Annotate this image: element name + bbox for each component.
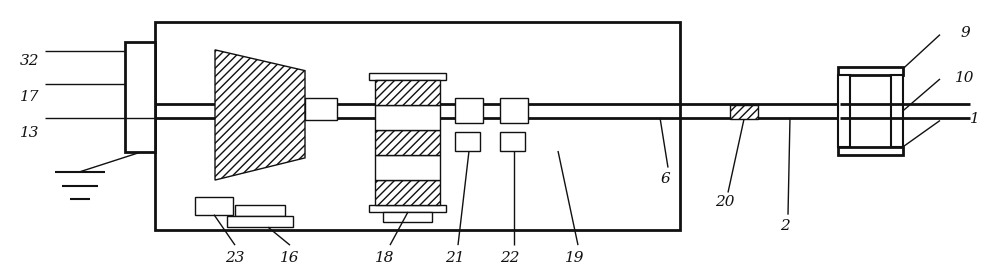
Bar [730,105,758,119]
Bar [838,147,903,155]
Bar [891,75,903,147]
Bar [227,216,293,227]
Text: 1: 1 [970,112,980,126]
Text: 10: 10 [955,71,975,84]
Bar [155,22,680,230]
Text: 2: 2 [780,219,790,233]
Text: 23: 23 [225,251,245,265]
Text: 20: 20 [715,195,735,209]
Polygon shape [215,50,305,180]
Bar [375,180,440,205]
Bar [375,155,440,180]
Bar [500,98,528,123]
Bar [125,42,155,152]
Bar [305,98,337,120]
Bar [455,132,480,151]
Bar [375,105,440,130]
Text: 13: 13 [20,126,40,140]
Bar [500,132,525,151]
Text: 18: 18 [375,251,395,265]
Bar [455,98,483,123]
Bar [235,205,285,216]
Bar [195,197,233,215]
Text: 22: 22 [500,251,520,265]
Text: 6: 6 [660,172,670,186]
Bar [383,212,432,222]
Text: 9: 9 [960,26,970,40]
Text: 19: 19 [565,251,585,265]
Bar [375,130,440,155]
Text: 32: 32 [20,54,40,68]
Bar [375,80,440,105]
Text: 16: 16 [280,251,300,265]
Bar [838,75,850,147]
Text: 17: 17 [20,90,40,104]
Bar [369,73,446,80]
Text: 21: 21 [445,251,465,265]
Bar [369,205,446,212]
Bar [838,67,903,75]
